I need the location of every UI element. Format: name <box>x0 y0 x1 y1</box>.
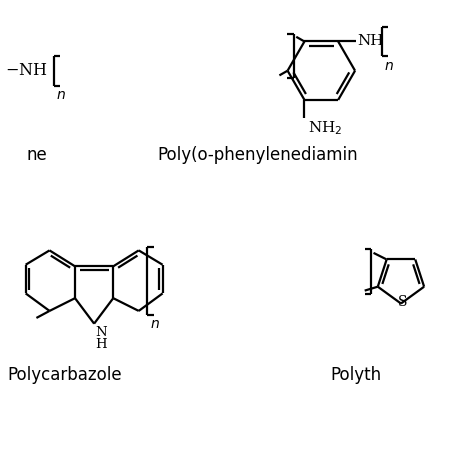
Text: Poly(o-phenylenediamin: Poly(o-phenylenediamin <box>157 146 358 164</box>
Text: NH$_2$: NH$_2$ <box>308 119 343 137</box>
Text: NH: NH <box>357 35 383 48</box>
Text: N: N <box>95 326 107 338</box>
Text: $n$: $n$ <box>384 59 394 73</box>
Text: $-$NH: $-$NH <box>5 62 47 79</box>
Text: Polycarbazole: Polycarbazole <box>8 366 122 384</box>
Text: ne: ne <box>26 146 47 164</box>
Text: $n$: $n$ <box>56 88 66 102</box>
Text: H: H <box>95 337 107 351</box>
Text: $n$: $n$ <box>150 318 160 331</box>
Text: Polyth: Polyth <box>331 366 382 384</box>
Text: S: S <box>398 295 408 309</box>
